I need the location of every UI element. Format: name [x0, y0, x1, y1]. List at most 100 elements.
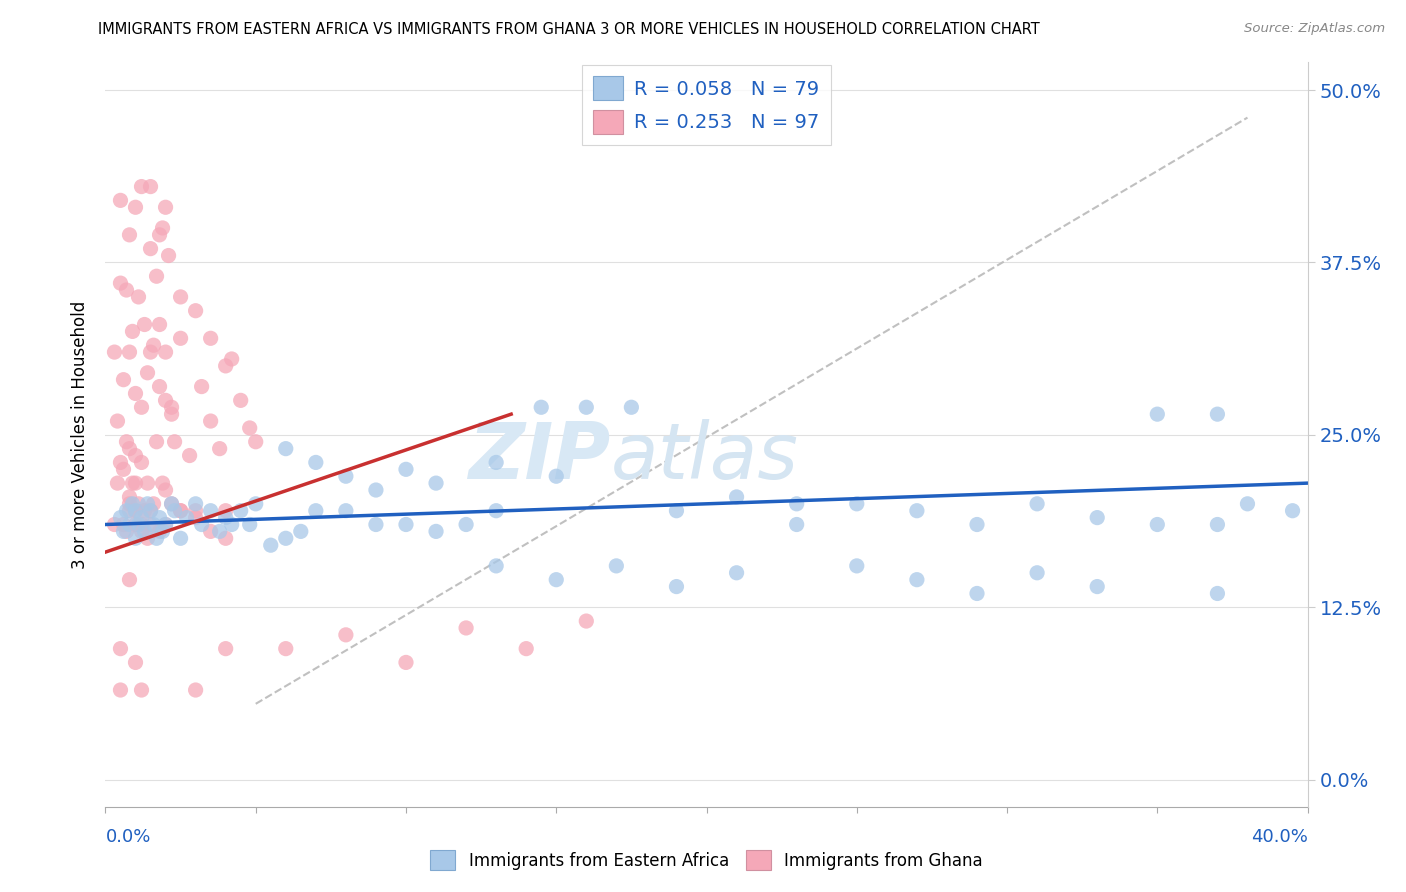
Point: [139, 179, 162, 194]
Point: [152, 476, 174, 491]
Point: [131, 524, 153, 539]
Point: [305, 504, 328, 518]
Point: [160, 401, 183, 415]
Point: [214, 641, 236, 656]
Point: [110, 455, 132, 469]
Text: ZIP: ZIP: [468, 419, 610, 495]
Point: [425, 524, 447, 539]
Point: [176, 510, 198, 524]
Point: [274, 531, 297, 545]
Point: [131, 510, 153, 524]
Point: [214, 504, 236, 518]
Point: [1206, 517, 1229, 532]
Point: [665, 580, 688, 594]
Point: [184, 504, 207, 518]
Point: [142, 517, 165, 532]
Point: [134, 504, 156, 518]
Point: [214, 359, 236, 373]
Point: [239, 421, 262, 435]
Point: [229, 393, 252, 408]
Point: [1085, 580, 1108, 594]
Point: [1146, 407, 1168, 421]
Point: [131, 683, 153, 698]
Point: [115, 524, 138, 539]
Point: [725, 566, 748, 580]
Point: [110, 194, 132, 208]
Point: [290, 524, 312, 539]
Point: [200, 524, 222, 539]
Point: [155, 517, 177, 532]
Text: 0.0%: 0.0%: [105, 828, 150, 846]
Point: [148, 379, 170, 393]
Point: [214, 510, 236, 524]
Point: [136, 531, 159, 545]
Point: [115, 283, 138, 297]
Point: [260, 538, 283, 552]
Point: [148, 510, 170, 524]
Point: [575, 401, 598, 415]
Point: [142, 497, 165, 511]
Y-axis label: 3 or more Vehicles in Household: 3 or more Vehicles in Household: [72, 301, 90, 569]
Point: [274, 442, 297, 456]
Point: [118, 490, 141, 504]
Point: [118, 345, 141, 359]
Point: [364, 517, 387, 532]
Point: [118, 227, 141, 242]
Point: [145, 531, 167, 545]
Point: [145, 434, 167, 449]
Text: atlas: atlas: [610, 419, 799, 495]
Point: [1281, 504, 1303, 518]
Point: [966, 517, 988, 532]
Point: [845, 497, 868, 511]
Point: [112, 517, 135, 532]
Point: [121, 325, 143, 339]
Point: [148, 227, 170, 242]
Point: [184, 510, 207, 524]
Point: [305, 455, 328, 469]
Point: [103, 517, 125, 532]
Point: [134, 318, 156, 332]
Point: [139, 517, 162, 532]
Point: [128, 517, 150, 532]
Point: [335, 469, 357, 483]
Point: [208, 524, 231, 539]
Point: [239, 517, 262, 532]
Point: [169, 290, 191, 304]
Point: [128, 290, 150, 304]
Point: [128, 497, 150, 511]
Text: 40.0%: 40.0%: [1251, 828, 1308, 846]
Point: [155, 345, 177, 359]
Point: [190, 517, 212, 532]
Point: [139, 504, 162, 518]
Point: [142, 338, 165, 352]
Point: [152, 221, 174, 235]
Point: [786, 517, 808, 532]
Point: [115, 434, 138, 449]
Point: [124, 386, 146, 401]
Point: [179, 449, 201, 463]
Point: [155, 200, 177, 214]
Point: [131, 179, 153, 194]
Point: [454, 517, 477, 532]
Text: Source: ZipAtlas.com: Source: ZipAtlas.com: [1244, 22, 1385, 36]
Point: [200, 414, 222, 428]
Legend: R = 0.058   N = 79, R = 0.253   N = 97: R = 0.058 N = 79, R = 0.253 N = 97: [582, 65, 831, 145]
Point: [1026, 566, 1049, 580]
Point: [169, 331, 191, 345]
Point: [1146, 517, 1168, 532]
Point: [139, 345, 162, 359]
Point: [1026, 497, 1049, 511]
Point: [124, 656, 146, 670]
Point: [136, 497, 159, 511]
Point: [905, 504, 928, 518]
Point: [160, 497, 183, 511]
Point: [221, 351, 243, 366]
Point: [163, 434, 186, 449]
Point: [395, 656, 418, 670]
Point: [575, 614, 598, 628]
Point: [190, 379, 212, 393]
Point: [139, 504, 162, 518]
Point: [124, 200, 146, 214]
Point: [163, 504, 186, 518]
Point: [221, 517, 243, 532]
